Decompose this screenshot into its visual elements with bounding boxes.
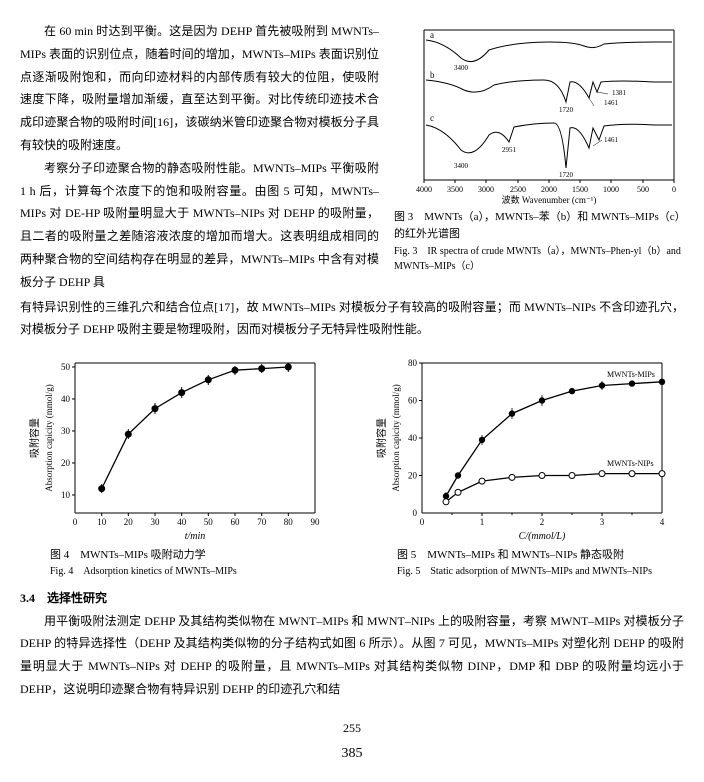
svg-text:40: 40 — [408, 433, 418, 443]
svg-text:30: 30 — [151, 517, 161, 527]
svg-text:10: 10 — [97, 517, 107, 527]
svg-text:4: 4 — [660, 517, 665, 527]
svg-text:c: c — [430, 113, 434, 123]
svg-text:1720: 1720 — [559, 171, 574, 179]
svg-text:60: 60 — [408, 396, 418, 406]
svg-text:20: 20 — [61, 458, 71, 468]
svg-text:20: 20 — [408, 471, 418, 481]
svg-text:1: 1 — [480, 517, 485, 527]
fig5-caption-en: Fig. 5 Static adsorption of MWNTs–MIPs a… — [397, 564, 684, 579]
paragraph-2: 考察分子印迹聚合物的静态吸附性能。MWNTs–MIPs 平衡吸附 1 h 后，计… — [20, 157, 379, 294]
fig3-caption-en: Fig. 3 IR spectra of crude MWNTs（a），MWNT… — [394, 242, 684, 272]
svg-text:MWNTs-NIPs: MWNTs-NIPs — [607, 459, 654, 468]
svg-text:波数 Wavenumber (cm⁻¹): 波数 Wavenumber (cm⁻¹) — [502, 194, 597, 205]
svg-text:70: 70 — [257, 517, 267, 527]
svg-text:2: 2 — [540, 517, 545, 527]
svg-text:500: 500 — [637, 185, 649, 194]
svg-text:50: 50 — [61, 362, 71, 372]
svg-text:Absorption capicity (mmol/g): Absorption capicity (mmol/g) — [44, 384, 54, 491]
svg-text:3400: 3400 — [454, 64, 469, 72]
svg-text:4000: 4000 — [416, 185, 432, 194]
svg-text:0: 0 — [413, 508, 418, 518]
mid-paragraph: 有特异识别性的三维孔穴和结合位点[17]，故 MWNTs–MIPs 对模板分子有… — [20, 296, 684, 342]
svg-text:20: 20 — [124, 517, 134, 527]
svg-text:10: 10 — [61, 490, 71, 500]
fig3-ir-spectra: 4000 3500 3000 2500 2000 1500 1000 500 0… — [394, 20, 684, 205]
svg-text:1500: 1500 — [572, 185, 588, 194]
svg-text:3000: 3000 — [478, 185, 494, 194]
svg-text:80: 80 — [408, 358, 418, 368]
svg-text:MWNTs-MIPs: MWNTs-MIPs — [607, 370, 655, 379]
bottom-paragraph: 用平衡吸附法测定 DEHP 及其结构类似物在 MWNT–MIPs 和 MWNT–… — [20, 610, 684, 701]
fig3-caption-cn: 图 3 MWNTs（a），MWNTs–苯（b）和 MWNTs–MIPs（c）的红… — [394, 209, 684, 242]
svg-text:C/(mmol/L): C/(mmol/L) — [519, 531, 566, 542]
fig4-caption-en: Fig. 4 Adsorption kinetics of MWNTs–MIPs — [50, 564, 337, 579]
section-3-4-head: 3.4 选择性研究 — [20, 589, 684, 606]
svg-text:50: 50 — [204, 517, 214, 527]
svg-text:0: 0 — [73, 517, 78, 527]
svg-text:吸附容量: 吸附容量 — [375, 418, 388, 458]
svg-text:0: 0 — [420, 517, 425, 527]
svg-text:1381: 1381 — [612, 89, 627, 97]
page-number-inner: 255 — [20, 721, 684, 736]
svg-text:30: 30 — [61, 426, 71, 436]
svg-text:3400: 3400 — [454, 162, 469, 170]
svg-text:2000: 2000 — [541, 185, 557, 194]
svg-text:1000: 1000 — [603, 185, 619, 194]
fig4-caption-cn: 图 4 MWNTs–MIPs 吸附动力学 — [50, 547, 337, 564]
svg-text:40: 40 — [61, 394, 71, 404]
svg-text:3500: 3500 — [447, 185, 463, 194]
svg-text:a: a — [430, 30, 434, 40]
svg-text:1461: 1461 — [604, 136, 619, 144]
svg-text:60: 60 — [231, 517, 241, 527]
fig5-static-chart: 0 20 40 60 80 0 1 2 3 4 C/(mmol/L) 吸附容量 … — [367, 353, 677, 543]
svg-text:Absorption capicity (mmol/g): Absorption capicity (mmol/g) — [391, 384, 401, 491]
svg-text:1461: 1461 — [604, 99, 619, 107]
svg-text:2951: 2951 — [502, 146, 517, 154]
page-number-outer: 385 — [20, 746, 684, 762]
paragraph-1: 在 60 min 时达到平衡。这是因为 DEHP 首先被吸附到 MWNTs–MI… — [20, 20, 379, 157]
fig5-caption-cn: 图 5 MWNTs–MIPs 和 MWNTs–NIPs 静态吸附 — [397, 547, 684, 564]
svg-text:2500: 2500 — [510, 185, 526, 194]
svg-text:t/min: t/min — [185, 531, 206, 542]
svg-text:0: 0 — [672, 185, 676, 194]
svg-text:吸附容量: 吸附容量 — [28, 418, 41, 458]
svg-text:80: 80 — [284, 517, 294, 527]
svg-text:1720: 1720 — [559, 106, 574, 114]
svg-text:3: 3 — [600, 517, 605, 527]
svg-text:40: 40 — [177, 517, 187, 527]
svg-text:90: 90 — [311, 517, 321, 527]
fig4-kinetics-chart: 10 20 30 40 50 0 10 20 30 40 50 60 70 80… — [20, 353, 330, 543]
svg-text:b: b — [430, 70, 435, 80]
